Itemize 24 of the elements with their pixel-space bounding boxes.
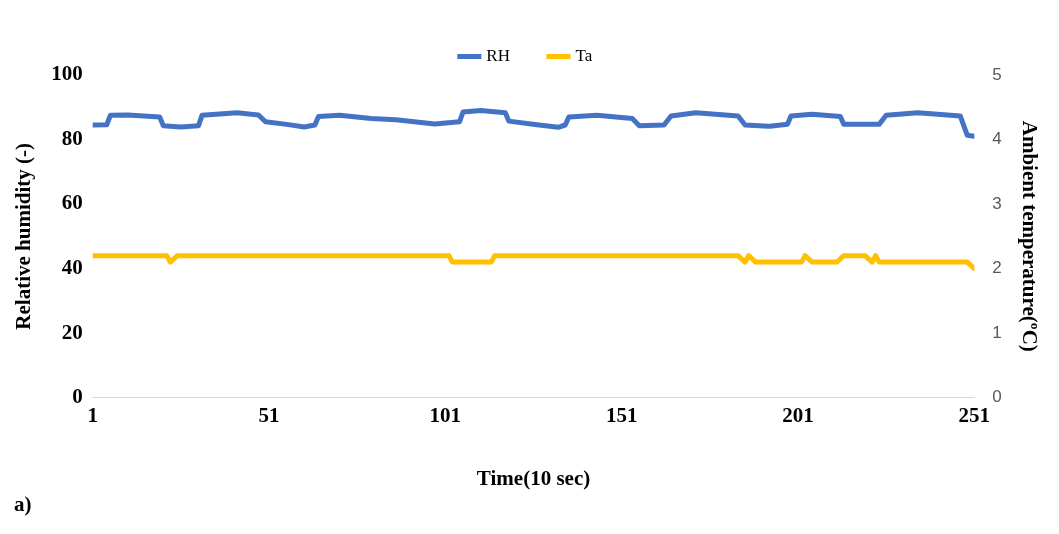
y-tick-label: 100 — [51, 61, 83, 86]
x-tick-label: 101 — [429, 402, 462, 427]
y-tick-label: 40 — [61, 254, 83, 279]
y2-tick-label: 3 — [992, 193, 1002, 213]
y-tick-label: 80 — [61, 125, 83, 150]
x-tick-label: 151 — [605, 402, 638, 427]
y2-tick-label: 4 — [992, 129, 1002, 149]
y2-tick-label: 1 — [992, 322, 1002, 342]
x-axis-title: Time(10 sec) — [476, 465, 591, 490]
legend-label: RH — [486, 45, 510, 65]
x-tick-label: 51 — [258, 402, 280, 427]
y2-axis-title: Ambient temperature(ºC) — [1017, 120, 1042, 352]
text: a) — [14, 492, 32, 517]
y-tick-label: 60 — [61, 190, 83, 215]
x-tick-label: 1 — [87, 402, 98, 427]
legend-label: Ta — [575, 45, 593, 65]
y-tick-label: 20 — [61, 319, 83, 344]
x-tick-label: 251 — [958, 402, 991, 427]
x-tick-label: 201 — [782, 402, 814, 427]
y2-tick-label: 5 — [992, 64, 1002, 84]
y2-tick-label: 2 — [992, 258, 1002, 278]
y-axis-title: Relative humidity (-) — [11, 142, 36, 330]
y-tick-label: 0 — [72, 384, 83, 409]
y2-tick-label: 0 — [992, 387, 1002, 407]
